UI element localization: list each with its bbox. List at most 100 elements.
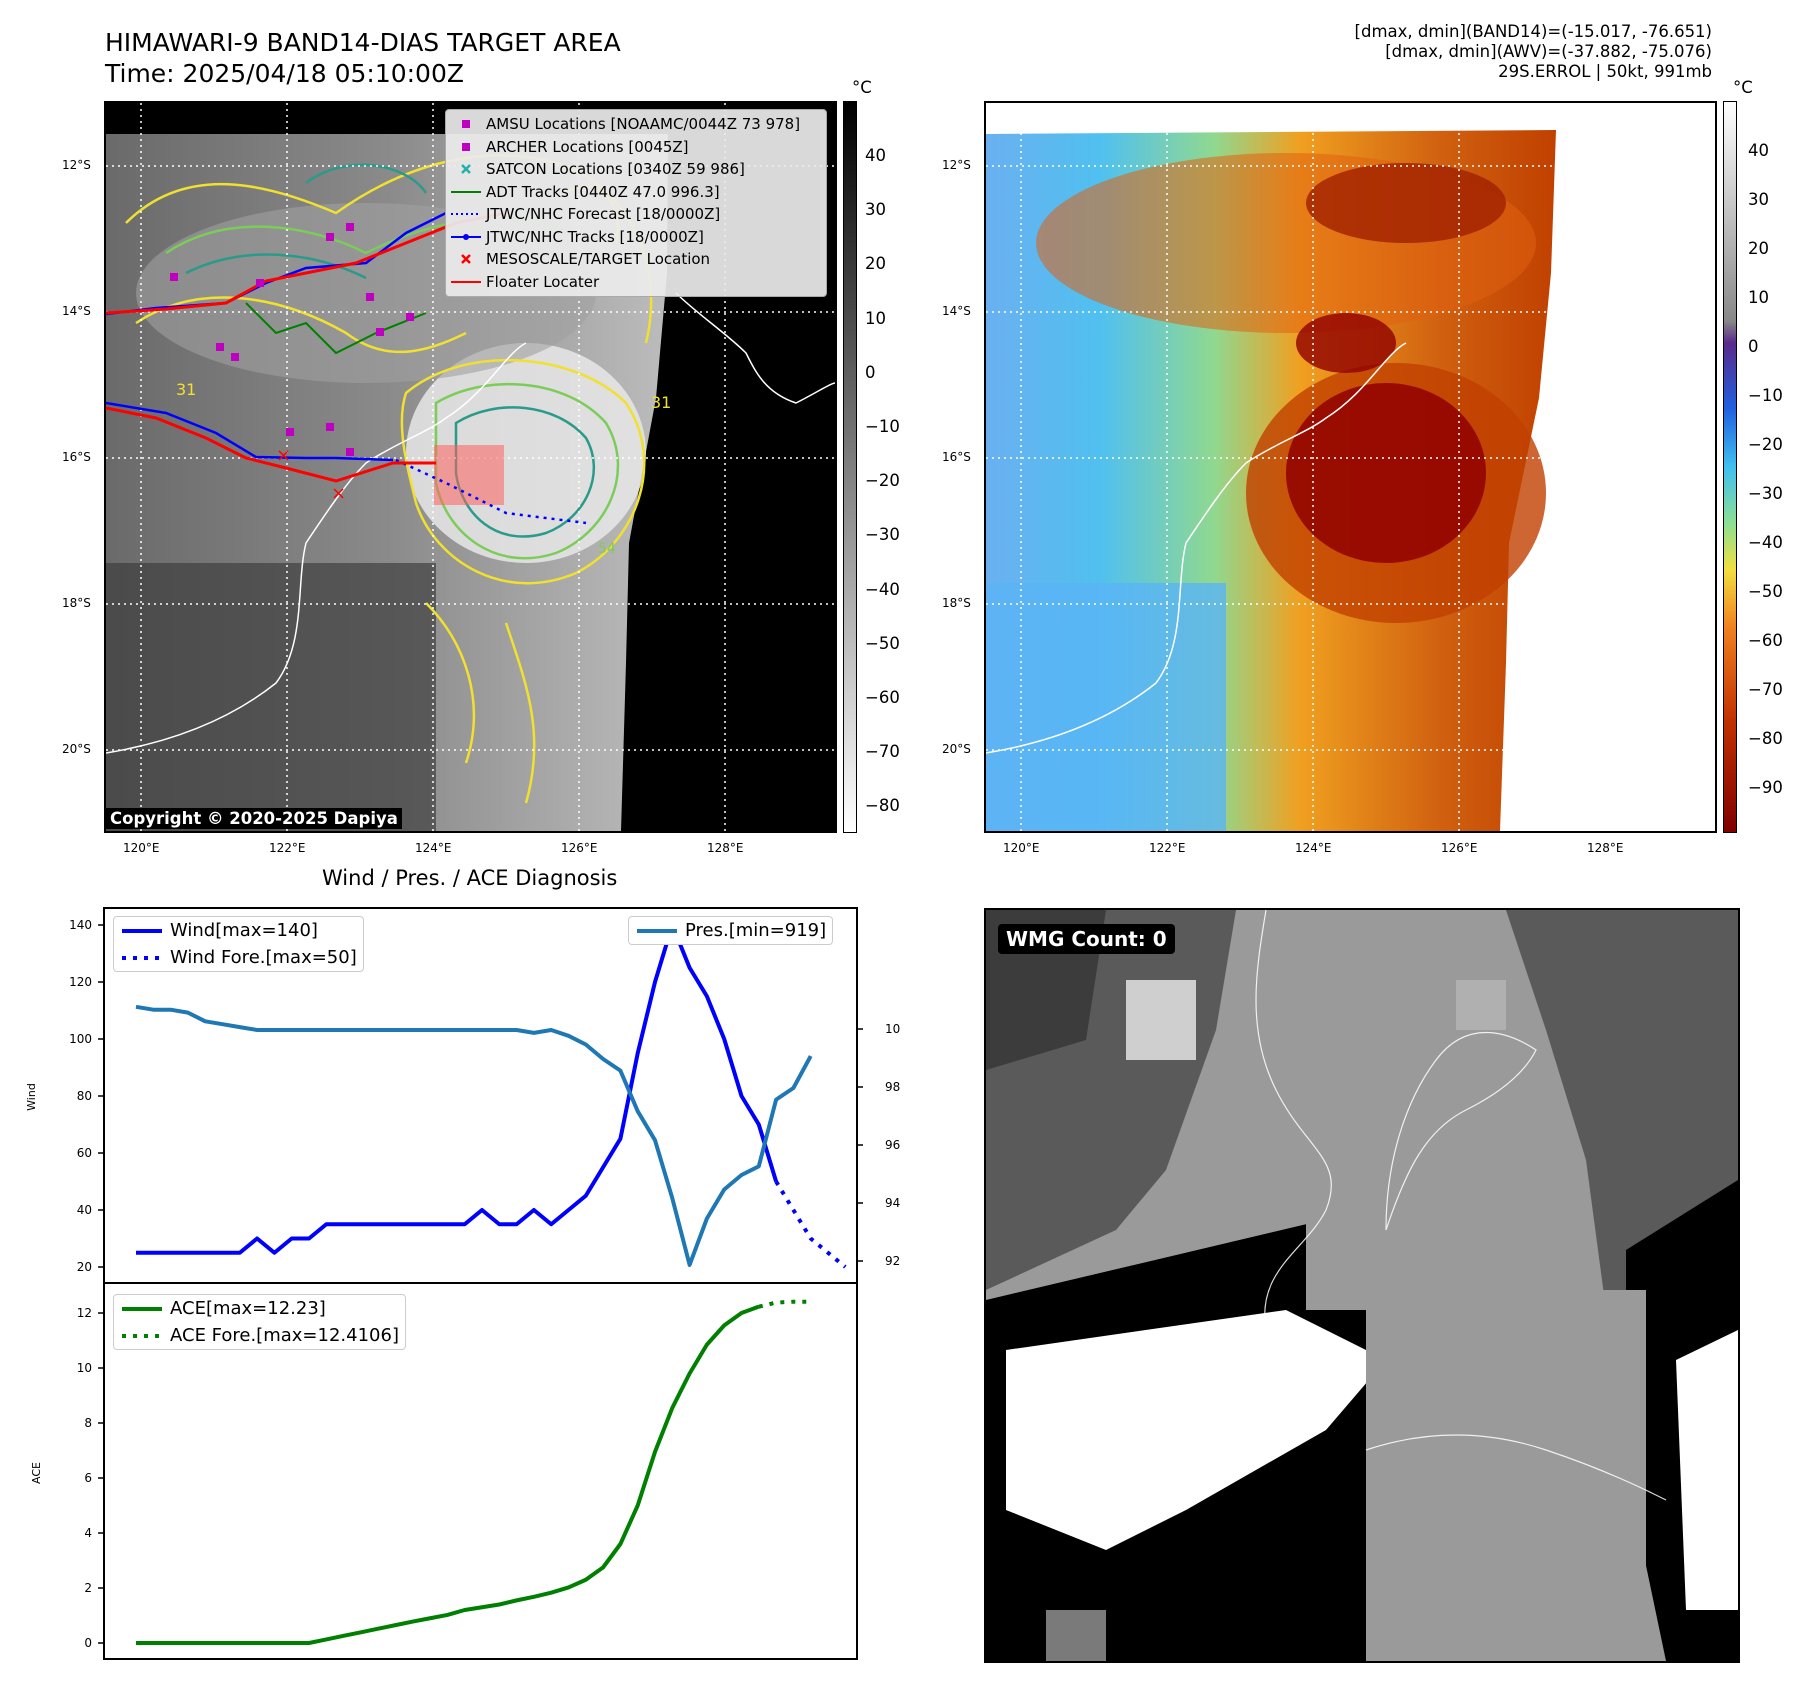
legend-entry: SATCON Locations [0340Z 59 986]	[446, 158, 826, 181]
legend-label: Floater Locater	[486, 272, 600, 291]
legend-entry: ACE[max=12.23]	[114, 1295, 405, 1322]
legend-symbol-icon	[446, 231, 486, 243]
legend-label: SATCON Locations [0340Z 59 986]	[486, 160, 745, 178]
lon-tick-label: 124°E	[1295, 841, 1332, 855]
storm-core-cold	[1286, 383, 1486, 563]
colorbar-tick-label: −10	[1748, 386, 1783, 405]
target-box	[434, 445, 504, 505]
lat-tick-label: 20°S	[62, 742, 91, 756]
colorbar-tick-label: −70	[865, 742, 900, 762]
yellow-contour	[135, 296, 467, 354]
wind-ytick-label: 60	[77, 1146, 92, 1160]
colorbar-tick-label: −60	[865, 688, 900, 707]
jtwc-forecast	[395, 458, 587, 525]
wind-ytick-label: 100	[69, 1032, 92, 1046]
pressure-ytick-label: 960	[885, 1138, 900, 1152]
colorbar-tick-label: −60	[1748, 631, 1783, 650]
colorbar-tick-label: −30	[865, 525, 900, 545]
pressure-legend: Pres.[min=919]	[628, 916, 834, 945]
wmg-white-region	[1006, 1310, 1386, 1550]
wmg-gray-patch	[1046, 1610, 1106, 1661]
colorbar-tick-label: 0	[1748, 337, 1759, 356]
teal-contour	[185, 253, 367, 280]
legend-entry: Pres.[min=919]	[629, 917, 832, 944]
wind-ytick-label: 140	[69, 918, 92, 932]
legend-label: ADT Tracks [0440Z 47.0 996.3]	[486, 182, 720, 201]
title-line-1: HIMAWARI-9 BAND14-DIAS TARGET AREA	[105, 28, 621, 57]
ace-series-line	[136, 1304, 760, 1645]
legend-entry: ADT Tracks [0440Z 47.0 996.3]	[446, 181, 826, 204]
ace-ytick-label: 6	[84, 1471, 92, 1485]
colorbar-tick-label: 40	[1748, 141, 1769, 160]
legend-label: JTWC/NHC Tracks [18/0000Z]	[486, 227, 704, 246]
lon-tick-label: 128°E	[707, 841, 744, 855]
wind-ytick-label: 80	[77, 1089, 92, 1103]
colorbar-tick-label: −90	[1748, 778, 1783, 797]
awv-map	[986, 103, 1715, 831]
legend-entry: ACE Fore.[max=12.4106]	[114, 1322, 405, 1349]
legend-entry: JTWC/NHC Tracks [18/0000Z]	[446, 226, 826, 249]
green-contour	[434, 382, 620, 560]
yellow-contour	[425, 602, 536, 804]
ace-ytick-label: 2	[84, 1581, 92, 1595]
legend-symbol-icon	[446, 118, 486, 130]
band14-map: × × 31 31 54	[106, 103, 835, 831]
legend-entry: Wind Fore.[max=50]	[114, 944, 363, 971]
colorbar-tick-label: −40	[1748, 533, 1783, 552]
colorbar-tick-label: 20	[1748, 239, 1769, 258]
cold-cloud-top	[1306, 163, 1506, 243]
colorbar-tick-label: −50	[1748, 582, 1783, 601]
contour-label: 31	[176, 380, 196, 399]
colorbar-tick-label: 10	[1748, 288, 1769, 307]
lat-tick-label: 16°S	[62, 450, 91, 464]
pressure-ytick-label: 940	[885, 1196, 900, 1210]
colorbar-tick-label: 10	[865, 308, 886, 328]
title-line-2: Time: 2025/04/18 05:10:00Z	[105, 59, 464, 88]
legend-symbol-icon	[446, 276, 486, 288]
colorbar-tick-label: 30	[865, 200, 886, 220]
wind-ytick-label: 120	[69, 975, 92, 989]
lon-tick-label: 120°E	[1003, 841, 1040, 855]
land-dark-area	[106, 563, 436, 831]
coastline	[675, 292, 835, 404]
colorbar-tick-label: 40	[865, 146, 886, 165]
ace-axis-label: ACE	[30, 1462, 43, 1484]
jtwc-track	[106, 401, 394, 462]
wmg-panel: WMG Count: 0	[984, 908, 1740, 1663]
legend-entry: ARCHER Locations [0045Z]	[446, 136, 826, 159]
colorbar1-unit: °C	[852, 78, 872, 97]
legend-label: AMSU Locations [NOAAMC/0044Z 73 978]	[486, 115, 801, 133]
target-marker: ×	[331, 483, 346, 504]
wmg-coastline	[1255, 910, 1667, 1501]
lon-tick-label: 124°E	[415, 841, 452, 855]
adt-track	[245, 302, 427, 355]
lon-tick-label: 128°E	[1587, 841, 1624, 855]
legend-line-icon	[114, 954, 170, 962]
wind-legend: Wind[max=140] Wind Fore.[max=50]	[113, 916, 364, 972]
info-block: [dmax, dmin](BAND14)=(-15.017, -76.651) …	[1112, 22, 1712, 82]
legend-symbol-icon	[446, 163, 486, 175]
storm-core-bright	[406, 343, 646, 563]
contour-label: 31	[651, 393, 671, 412]
figure-title: HIMAWARI-9 BAND14-DIAS TARGET AREA Time:…	[105, 27, 621, 89]
pressure-series-line	[135, 1004, 813, 1267]
clear-sky-area	[986, 583, 1226, 831]
colorbar-tick-label: −10	[865, 417, 900, 436]
colorbar-tick-label: −80	[865, 796, 900, 816]
band14-map-panel: × × 31 31 54 AMSU Locations [NOAAMC/0044…	[104, 101, 837, 833]
ace-legend: ACE[max=12.23] ACE Fore.[max=12.4106]	[113, 1294, 406, 1350]
legend-label: ARCHER Locations [0045Z]	[486, 137, 689, 156]
legend-symbol-icon	[446, 186, 486, 198]
wmg-dark-region	[1506, 910, 1738, 1310]
yellow-contour	[400, 358, 646, 585]
lat-tick-label: 18°S	[942, 596, 971, 610]
legend-line-icon	[114, 927, 170, 935]
teal-contour	[305, 163, 428, 194]
lat-tick-label: 20°S	[942, 742, 971, 756]
lon-tick-label: 126°E	[1441, 841, 1478, 855]
legend-label: JTWC/NHC Forecast [18/0000Z]	[486, 205, 721, 223]
lat-tick-label: 12°S	[942, 158, 971, 172]
colorbar-tick-label: 30	[1748, 190, 1769, 209]
diagnosis-title: Wind / Pres. / ACE Diagnosis	[322, 866, 618, 890]
legend-line-icon	[114, 1305, 170, 1313]
